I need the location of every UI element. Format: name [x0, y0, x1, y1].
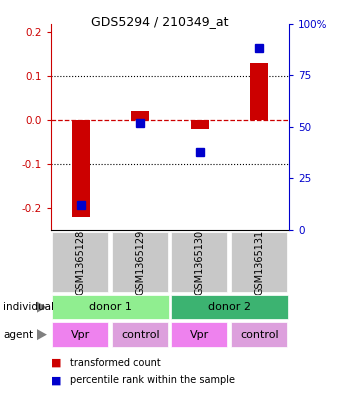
Text: GDS5294 / 210349_at: GDS5294 / 210349_at: [91, 15, 228, 28]
Text: donor 2: donor 2: [208, 302, 251, 312]
Bar: [52, 233, 108, 292]
Polygon shape: [37, 301, 47, 313]
Bar: [72, 120, 90, 217]
Text: GSM1365129: GSM1365129: [135, 230, 145, 295]
Polygon shape: [37, 329, 47, 340]
Text: GSM1365128: GSM1365128: [76, 230, 86, 295]
Bar: [191, 120, 209, 129]
Bar: [52, 322, 108, 347]
Bar: [171, 233, 227, 292]
Text: transformed count: transformed count: [70, 358, 160, 367]
Text: donor 1: donor 1: [89, 302, 132, 312]
Text: Vpr: Vpr: [190, 330, 209, 340]
Bar: [231, 322, 287, 347]
Text: control: control: [121, 330, 159, 340]
Bar: [171, 295, 288, 319]
Text: control: control: [240, 330, 278, 340]
Bar: [131, 111, 149, 120]
Bar: [171, 322, 227, 347]
Text: Vpr: Vpr: [71, 330, 90, 340]
Text: ■: ■: [51, 375, 62, 385]
Text: percentile rank within the sample: percentile rank within the sample: [70, 375, 235, 385]
Text: ■: ■: [51, 358, 62, 367]
Text: GSM1365130: GSM1365130: [195, 230, 205, 295]
Bar: [112, 233, 168, 292]
Bar: [52, 295, 169, 319]
Bar: [112, 322, 168, 347]
Text: individual: individual: [3, 302, 54, 312]
Bar: [250, 63, 268, 120]
Bar: [231, 233, 287, 292]
Text: GSM1365131: GSM1365131: [254, 230, 264, 295]
Text: agent: agent: [3, 330, 34, 340]
